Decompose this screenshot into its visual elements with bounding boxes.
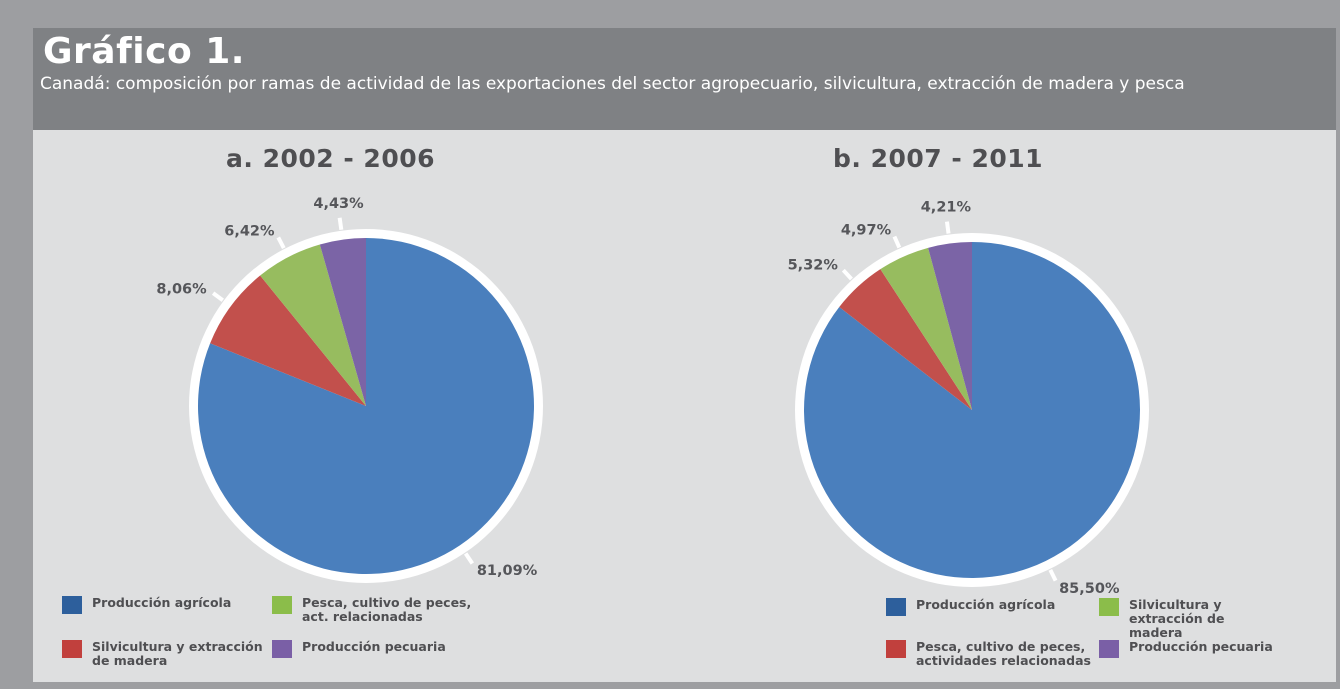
label-leader-tick	[1048, 568, 1058, 582]
pie-slice	[319, 238, 366, 406]
slice-value-label: 8,06%	[156, 281, 207, 297]
figure-subtitle: Canadá: composición por ramas de activid…	[40, 74, 1185, 94]
legend-label: Producción pecuaria	[1129, 639, 1273, 654]
legend-swatch	[886, 598, 906, 616]
legend-swatch	[62, 596, 82, 614]
slice-value-label: 5,32%	[788, 257, 839, 273]
legend-b-item: Producción pecuaria	[1099, 640, 1279, 658]
legend-swatch	[62, 640, 82, 658]
pie-a-title: a. 2002 - 2006	[226, 144, 436, 173]
pie-slice	[839, 269, 972, 410]
pie-slice	[880, 247, 972, 410]
legend-label: Silvicultura y extracción de madera	[1129, 597, 1225, 640]
legend-swatch	[272, 640, 292, 658]
label-leader-tick	[276, 236, 286, 250]
legend-label: Pesca, cultivo de peces, actividades rel…	[916, 639, 1091, 668]
legend-b-item: Silvicultura y extracción de madera	[1099, 598, 1279, 640]
legend-b-item: Pesca, cultivo de peces, actividades rel…	[886, 640, 1106, 668]
slice-value-label: 81,09%	[477, 563, 538, 579]
figure-title: Gráfico 1.	[43, 31, 245, 72]
slice-value-label: 6,42%	[224, 223, 275, 239]
legend-swatch	[886, 640, 906, 658]
slice-value-label: 4,21%	[921, 200, 972, 216]
label-leader-tick	[211, 291, 224, 302]
pie-slice	[928, 242, 972, 410]
pie-slice	[260, 244, 366, 406]
pie-slice	[210, 275, 366, 406]
label-leader-tick	[841, 268, 853, 281]
legend-label: Producción pecuaria	[302, 639, 446, 654]
label-leader-tick	[337, 217, 344, 230]
label-leader-tick	[463, 552, 475, 565]
legend-label: Pesca, cultivo de peces, act. relacionad…	[302, 595, 472, 624]
legend-label: Silvicultura y extracción de madera	[92, 639, 263, 668]
legend-label: Producción agrícola	[916, 597, 1056, 612]
figure-header: Gráfico 1. Canadá: composición por ramas…	[33, 28, 1336, 130]
legend-b-item: Producción agrícola	[886, 598, 1096, 616]
legend-a-item: Pesca, cultivo de peces, act. relacionad…	[272, 596, 472, 624]
pie-b-title: b. 2007 - 2011	[833, 144, 1044, 173]
legend-swatch	[1099, 598, 1119, 616]
legend-label: Producción agrícola	[92, 595, 232, 610]
label-leader-tick	[892, 235, 902, 249]
legend-swatch	[1099, 640, 1119, 658]
legend-a-item: Producción agrícola	[62, 596, 262, 614]
slice-value-label: 4,97%	[841, 222, 892, 238]
legend-a-item: Producción pecuaria	[272, 640, 472, 658]
slice-value-label: 4,43%	[313, 196, 364, 212]
label-leader-tick	[944, 221, 951, 234]
legend-swatch	[272, 596, 292, 614]
slice-value-label: 85,50%	[1059, 581, 1120, 597]
legend-a-item: Silvicultura y extracción de madera	[62, 640, 272, 668]
